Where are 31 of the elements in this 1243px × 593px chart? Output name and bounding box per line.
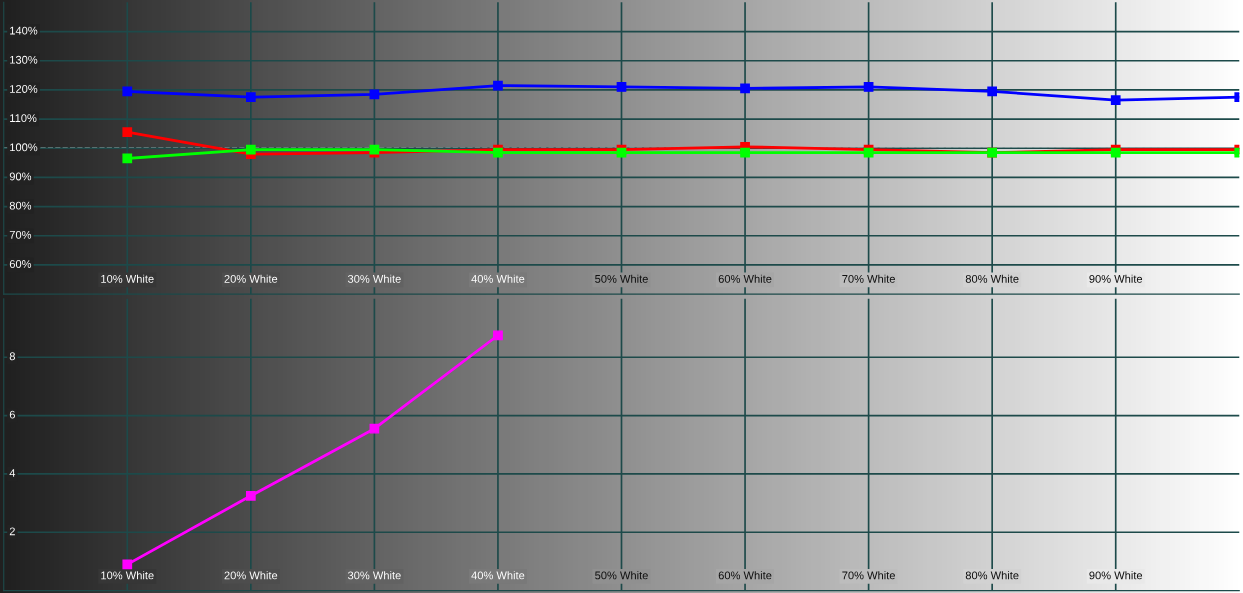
y-tick-label: 60%	[9, 260, 32, 268]
x-tick-label: 50% White	[595, 274, 648, 283]
x-tick-label: 20% White	[224, 274, 278, 283]
x-tick-label: 10% White	[101, 274, 154, 283]
x-tick-label: 70% White	[842, 571, 895, 580]
x-tick-label: 30% White	[347, 571, 401, 580]
x-tick-label: 80% White	[965, 274, 1019, 283]
x-tick-label: 90% White	[1089, 274, 1143, 283]
y-tick-label: 130%	[10, 55, 38, 64]
x-tick-label: 40% White	[471, 571, 525, 580]
y-tick-label: 90%	[9, 172, 32, 181]
y-tick-label: 120%	[10, 85, 38, 93]
x-tick-label: 80% White	[965, 571, 1019, 580]
y-tick-label: 4	[9, 469, 16, 477]
x-tick-label: 10% White	[101, 571, 154, 580]
x-tick-label: 90% White	[1089, 571, 1143, 580]
x-tick-label: 40% White	[471, 274, 525, 283]
y-tick-label: 8	[9, 352, 15, 361]
y-tick-label: 80%	[9, 201, 32, 210]
y-tick-label: 70%	[9, 230, 32, 239]
y-tick-label: 110%	[10, 114, 37, 123]
y-tick-label: 2	[9, 527, 15, 536]
x-tick-label: 30% White	[347, 274, 401, 283]
x-tick-label: 50% White	[595, 571, 648, 580]
x-tick-label: 60% White	[718, 571, 772, 580]
x-tick-label: 70% White	[842, 274, 895, 283]
y-tick-label: 6	[9, 410, 15, 419]
y-tick-label: 100%	[10, 143, 38, 152]
x-tick-label: 60% White	[718, 274, 772, 283]
x-tick-label: 20% White	[224, 571, 278, 580]
y-tick-label: 140%	[10, 26, 38, 35]
